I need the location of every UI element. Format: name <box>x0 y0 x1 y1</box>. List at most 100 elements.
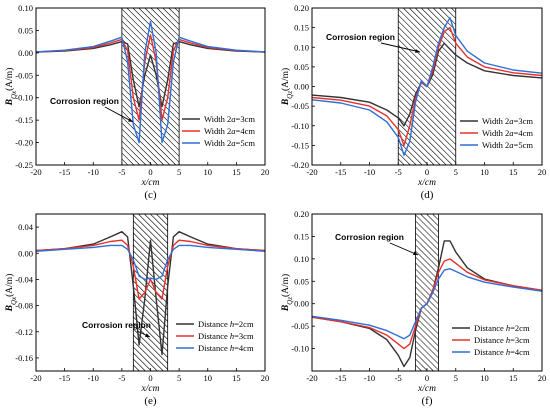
y-tick-label: -0.25 <box>15 160 33 170</box>
legend-label: Width 2a=3cm <box>204 114 255 124</box>
legend: Distance h=2cm Distance h=3cm Distance h=4… <box>176 319 254 353</box>
arrow-head-icon <box>128 118 133 122</box>
x-tick-label: 20 <box>261 167 270 177</box>
x-tick-label: -20 <box>30 167 41 177</box>
series-line-2 <box>35 34 266 121</box>
y-tick-label: -0.10 <box>15 93 33 103</box>
legend-label: Distance h=2cm <box>474 323 530 333</box>
y-tick-label: -0.10 <box>291 344 309 354</box>
legend-label: Width 2a=3cm <box>482 116 533 126</box>
x-tick-label: -10 <box>88 167 99 177</box>
legend: Distance h=2cm Distance h=3cm Distance h=4… <box>452 323 530 357</box>
y-axis-label: BQz(A/m) <box>280 68 294 106</box>
corrosion-region-hatch <box>398 8 456 165</box>
x-tick-label: -10 <box>88 373 99 383</box>
chart-panel-d: -20 -15 -10 -5 0 5 10 15 20 -0.20 -0.15 -0.10 -0.05 0… <box>280 3 546 201</box>
x-tick-label: -15 <box>59 167 70 177</box>
x-tick-label: 15 <box>509 167 518 177</box>
legend-label: Width 2a=4cm <box>204 126 255 136</box>
y-tick-label: 0.00 <box>294 82 309 92</box>
x-tick-label: -5 <box>118 167 125 177</box>
y-tick-label: 0.10 <box>294 254 309 264</box>
series-line-3 <box>35 20 266 144</box>
x-tick-label: 15 <box>232 373 241 383</box>
y-tick-label: -0.12 <box>15 327 33 337</box>
y-tick-label: -0.20 <box>291 160 309 170</box>
x-tick-label: -10 <box>364 167 375 177</box>
legend: Width 2a=3cm Width 2a=4cm Width 2a=5cm <box>182 114 255 148</box>
x-tick-label: 5 <box>454 167 458 177</box>
x-tick-label: -5 <box>395 373 402 383</box>
x-tick-label: 20 <box>538 373 547 383</box>
panel-label: (d) <box>421 189 434 201</box>
series-line-2 <box>35 239 266 300</box>
x-tick-label: -15 <box>335 373 346 383</box>
legend: Width 2a=3cm Width 2a=4cm Width 2a=5cm <box>460 116 533 150</box>
arrow-head-icon <box>415 49 420 53</box>
x-tick-label: 10 <box>480 167 489 177</box>
x-tick-label: -10 <box>364 373 375 383</box>
y-tick-label: -0.10 <box>291 121 309 131</box>
corrosion-region-annotation: Corrosion region <box>326 32 395 42</box>
y-tick-label: 0.15 <box>294 23 309 33</box>
y-tick-label: -0.08 <box>15 301 33 311</box>
x-tick-label: -15 <box>59 373 70 383</box>
x-tick-label: 10 <box>480 373 489 383</box>
legend-label: Distance h=3cm <box>198 331 254 341</box>
series-line-3 <box>35 244 266 281</box>
y-tick-label: 0.00 <box>18 248 33 258</box>
x-tick-label: 15 <box>232 167 241 177</box>
y-tick-label: 0.05 <box>294 276 309 286</box>
y-tick-label: 0.20 <box>294 3 309 13</box>
x-tick-label: 10 <box>204 167 213 177</box>
series-line-1 <box>35 230 266 356</box>
corrosion-region-annotation: Corrosion region <box>50 96 119 106</box>
x-axis-label: x/cm <box>417 178 436 188</box>
y-tick-label: 0.00 <box>294 299 309 309</box>
panel-label: (e) <box>144 395 157 407</box>
y-axis-label: BQz(A/m) <box>280 274 294 312</box>
arrow-head-icon <box>145 333 150 337</box>
chart-panel-f: -20 -15 -10 -5 0 5 10 15 20 -0.10 -0.05 0.00 0.05 0.1… <box>280 209 547 407</box>
x-tick-label: 0 <box>425 373 429 383</box>
x-tick-label: -20 <box>306 373 317 383</box>
y-tick-label: 0.10 <box>294 42 309 52</box>
x-tick-label: 10 <box>204 373 213 383</box>
legend-label: Width 2a=5cm <box>482 140 533 150</box>
series-line-1 <box>35 40 266 108</box>
y-tick-label: 0.05 <box>294 62 309 72</box>
y-tick-label: -0.04 <box>15 274 33 284</box>
x-tick-label: -20 <box>30 373 41 383</box>
y-tick-label: -0.15 <box>291 140 309 150</box>
x-tick-label: -20 <box>306 167 317 177</box>
x-tick-label: 0 <box>148 373 152 383</box>
legend-label: Width 2a=5cm <box>204 138 255 148</box>
x-axis-label: x/cm <box>141 384 160 394</box>
x-tick-label: 0 <box>425 167 429 177</box>
legend-label: Distance h=3cm <box>474 335 530 345</box>
y-tick-label: -0.15 <box>15 115 33 125</box>
x-axis-label: x/cm <box>141 178 160 188</box>
legend-label: Distance h=4cm <box>198 343 254 353</box>
y-tick-label: 0.05 <box>18 25 33 35</box>
y-axis-label: BQx(A/m) <box>4 68 18 107</box>
series-line-3 <box>311 17 543 156</box>
panel-label: (f) <box>422 395 433 407</box>
legend-label: Distance h=4cm <box>474 347 530 357</box>
annotation-arrow <box>389 242 419 256</box>
y-tick-label: 0.10 <box>18 3 33 13</box>
arrow-head-icon <box>413 251 418 255</box>
y-tick-label: -0.20 <box>15 138 33 148</box>
legend-label: Width 2a=4cm <box>482 128 533 138</box>
x-tick-label: -5 <box>395 167 402 177</box>
annotation-arrow <box>104 106 134 123</box>
corrosion-region-annotation: Corrosion region <box>335 232 404 242</box>
corrosion-region-annotation: Corrosion region <box>82 320 151 330</box>
y-tick-label: 0.00 <box>18 48 33 58</box>
x-tick-label: 15 <box>509 373 518 383</box>
x-tick-label: 5 <box>177 167 181 177</box>
x-tick-label: -5 <box>118 373 125 383</box>
y-tick-label: -0.05 <box>15 70 33 80</box>
chart-panel-c: -20 -15 -10 -5 0 5 10 15 20 -0.25 -0.20 -0.15 -0.10 -… <box>4 3 270 201</box>
x-tick-label: 5 <box>454 373 458 383</box>
